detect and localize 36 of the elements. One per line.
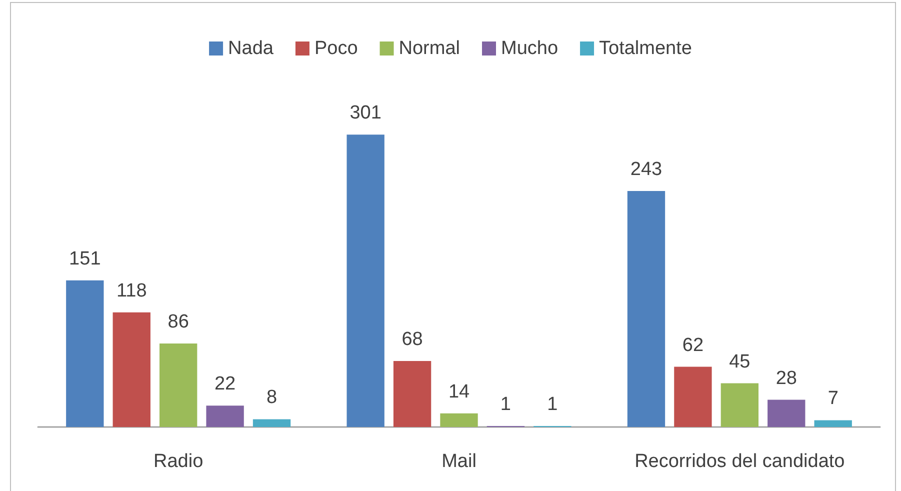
x-tick-label: Radio — [154, 451, 204, 472]
bar — [66, 280, 104, 427]
legend-label: Mucho — [500, 38, 558, 59]
bar — [768, 400, 806, 427]
x-tick-label: Recorridos del candidato — [634, 451, 845, 472]
data-label: 1 — [547, 394, 558, 416]
bar — [252, 419, 291, 427]
x-tick-label: Mail — [442, 451, 476, 472]
bar — [440, 413, 478, 427]
data-label: 301 — [350, 102, 382, 124]
bar — [720, 383, 759, 427]
bar — [112, 312, 150, 427]
data-label: 62 — [682, 334, 704, 356]
bar — [159, 343, 198, 427]
data-label: 14 — [448, 381, 470, 402]
legend-label: Nada — [228, 38, 274, 59]
bar — [393, 360, 432, 427]
bar — [346, 134, 384, 427]
data-label: 7 — [828, 388, 838, 410]
data-label: 151 — [69, 248, 101, 270]
data-label: 118 — [116, 280, 147, 302]
data-label: 8 — [266, 387, 278, 408]
data-label: 22 — [214, 374, 236, 395]
legend-label: Totalmente — [599, 38, 692, 59]
data-label: 28 — [776, 368, 797, 389]
data-label: 243 — [630, 158, 662, 180]
data-label: 1 — [500, 394, 512, 416]
bar — [814, 420, 852, 427]
bar — [206, 406, 244, 427]
legend-label: Poco — [314, 38, 358, 59]
data-label: 68 — [402, 328, 423, 350]
bar — [627, 190, 666, 427]
legend-label: Normal — [398, 38, 460, 59]
data-label: 45 — [729, 351, 750, 372]
bar — [674, 366, 712, 427]
data-label: 86 — [168, 311, 189, 332]
